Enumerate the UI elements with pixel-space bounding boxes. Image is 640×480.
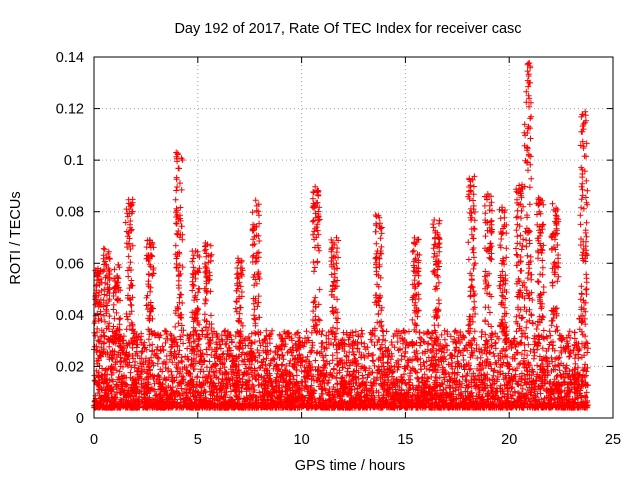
data-points	[91, 60, 591, 411]
x-tick-label: 10	[294, 432, 310, 448]
x-tick-label: 5	[194, 432, 202, 448]
axis-ticks: 0 5 10 15 20 25 0 0.02 0.04 0.06 0.08 0.1 0.12 0.14	[56, 50, 621, 448]
chart-title: Day 192 of 2017, Rate Of TEC Index for r…	[174, 21, 521, 37]
y-tick-label: 0.04	[56, 308, 84, 324]
y-tick-label: 0.02	[56, 359, 84, 375]
y-tick-label: 0.1	[64, 153, 84, 169]
x-tick-label: 0	[90, 432, 98, 448]
x-tick-label: 25	[605, 432, 621, 448]
x-tick-label: 15	[397, 432, 413, 448]
y-tick-label: 0.12	[56, 102, 84, 118]
y-tick-label: 0.08	[56, 205, 84, 221]
plot-frame	[93, 56, 614, 419]
y-axis-label: ROTI / TECUs	[8, 191, 24, 284]
x-tick-label: 20	[501, 432, 517, 448]
y-tick-label: 0	[76, 411, 84, 427]
y-tick-label: 0.14	[56, 50, 84, 66]
x-axis-label: GPS time / hours	[295, 458, 405, 474]
y-tick-label: 0.06	[56, 256, 84, 272]
scatter-markers	[91, 60, 591, 411]
